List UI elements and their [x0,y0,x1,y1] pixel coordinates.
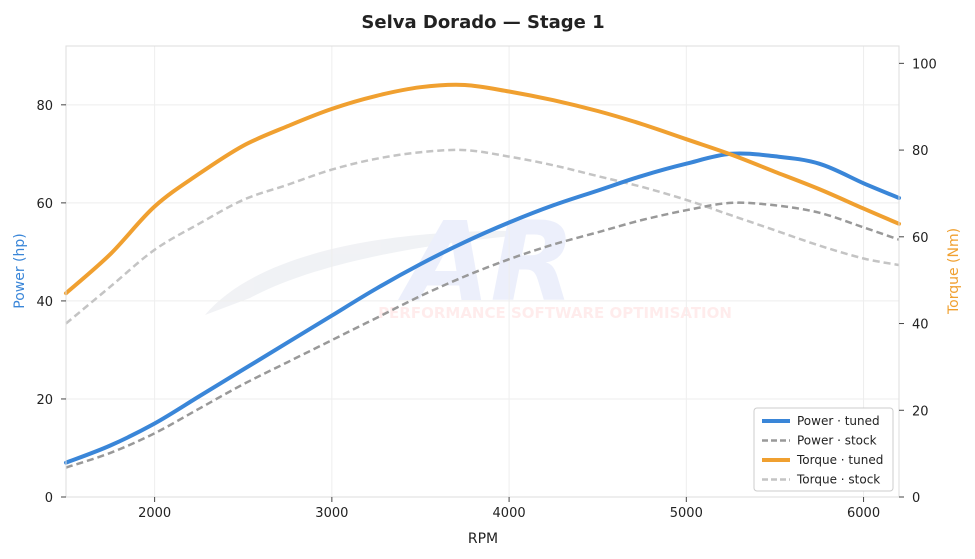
x-axis-label: RPM [468,531,498,547]
x-tick-label: 4000 [493,506,526,521]
series-line-power-tuned [64,151,901,465]
x-tick-label: 3000 [315,506,348,521]
series-line-torque-tuned [64,82,901,296]
plot-frame [65,45,900,498]
y-right-tick-label: 40 [912,318,929,333]
x-tick-label: 2000 [138,506,171,521]
y-axis-left: 0 20 40 60 80 [36,99,66,506]
y-left-tick-label: 40 [36,295,53,310]
legend-label-torque-stock: Torque · stock [796,473,880,487]
legend-box [753,407,894,492]
y-right-tick-label: 0 [912,491,920,506]
y-left-tick-label: 0 [45,491,53,506]
x-tick-label: 5000 [670,506,703,521]
y-left-tick-label: 80 [36,99,53,114]
y-right-tick-label: 60 [912,231,929,246]
chart-title: Selva Dorado — Stage 1 [361,12,604,33]
legend-label-torque-tuned: Torque · tuned [796,453,883,467]
y-right-tick-label: 100 [912,57,937,72]
y-right-tick-label: 80 [912,144,929,159]
series-layer [64,82,901,469]
legend: Power · tuned Power · stock Torque · tuned… [753,407,894,492]
x-tick-label: 6000 [847,506,880,521]
y-axis-left-label: Power (hp) [12,233,28,308]
series-line-torque-stock [65,148,900,325]
y-left-tick-label: 20 [36,393,53,408]
series-line-power-stock [65,201,900,469]
y-axis-right-label: Torque (Nm) [946,228,962,315]
y-left-tick-label: 60 [36,197,53,212]
watermark-tagline: PERFORMANCE SOFTWARE OPTIMISATION [378,304,732,322]
y-right-tick-label: 20 [912,404,929,419]
legend-label-power-tuned: Power · tuned [797,414,880,428]
x-axis: 2000 3000 4000 5000 6000 [138,497,880,521]
y-axis-right: 0 20 40 60 80 100 [899,57,937,506]
watermark-car-swoosh [205,230,560,315]
legend-label-power-stock: Power · stock [797,434,877,448]
